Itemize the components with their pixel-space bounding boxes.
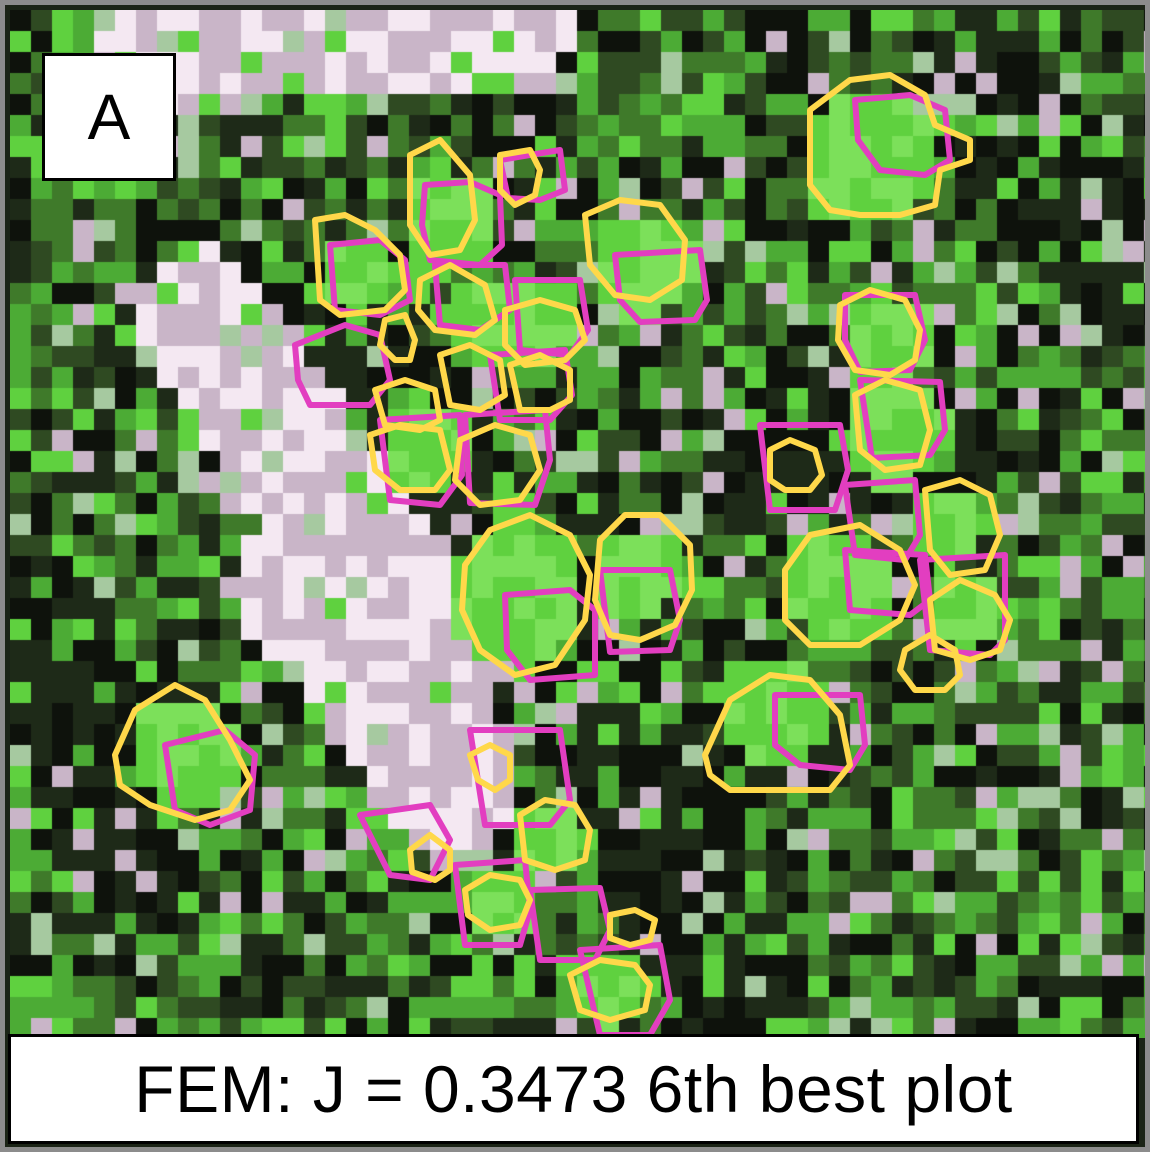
predicted-crown-outline	[607, 907, 658, 948]
reference-crown-outline	[577, 942, 673, 1038]
predicted-crown-outline	[922, 477, 1003, 578]
predicted-crown-outline	[462, 872, 533, 933]
reference-crown-outline	[292, 322, 393, 408]
predicted-crown-outline	[567, 957, 653, 1023]
predicted-crown-outline	[502, 297, 588, 368]
reference-crown-outline	[527, 885, 613, 963]
reference-crown-outline	[842, 292, 928, 375]
predicted-crown-outline	[592, 512, 695, 643]
predicted-crown-outline	[897, 632, 963, 693]
reference-crown-outline	[852, 92, 953, 178]
predicted-crown-outline	[367, 422, 453, 493]
caption-box: FEM: J = 0.3473 6th best plot	[8, 1034, 1139, 1144]
aerial-imagery	[10, 10, 1145, 1038]
panel-label-box: A	[42, 53, 176, 181]
reference-crown-outline	[357, 802, 453, 883]
predicted-crown-outline	[835, 287, 923, 378]
reference-crown-outline	[162, 727, 258, 828]
reference-crown-outline	[757, 422, 851, 513]
predicted-crown-outline	[372, 377, 443, 433]
predicted-crown-outline	[407, 832, 453, 883]
predicted-crown-outline	[582, 197, 688, 303]
reference-crown-outline	[419, 179, 505, 268]
predicted-crown-outline	[112, 682, 253, 823]
predicted-crown-outline	[407, 137, 478, 258]
predicted-crown-outline	[452, 422, 543, 508]
reference-crown-outline	[377, 412, 465, 508]
predicted-crown-outline	[852, 377, 933, 473]
predicted-crown-outline	[415, 262, 498, 338]
predicted-crown-outline	[507, 352, 573, 413]
predicted-crown-outline	[807, 72, 973, 218]
crown-outline-overlay	[112, 72, 1013, 1038]
panel-label: A	[87, 81, 131, 153]
reference-crown-outline	[497, 147, 568, 203]
predicted-crown-outline	[517, 797, 593, 873]
reference-crown-outline	[597, 567, 683, 655]
predicted-crown-outline	[767, 437, 825, 493]
reference-crown-outline	[772, 692, 868, 773]
reference-crown-outline	[452, 857, 533, 948]
reference-crown-outline	[842, 547, 933, 618]
predicted-crown-outline	[377, 312, 418, 363]
predicted-crown-outline	[702, 672, 853, 793]
predicted-crown-outline	[497, 147, 543, 208]
predicted-crown-outline	[459, 512, 593, 678]
predicted-crown-outline	[312, 212, 408, 318]
predicted-crown-outline	[927, 577, 1013, 663]
caption: FEM: J = 0.3473 6th best plot	[134, 1052, 1013, 1126]
predicted-crown-outline	[782, 522, 918, 648]
predicted-crown-outline	[437, 342, 508, 413]
reference-crown-outline	[857, 377, 948, 461]
reference-crown-outline	[467, 727, 573, 828]
predicted-crown-outline	[467, 742, 513, 793]
reference-crown-outline	[842, 477, 923, 563]
reference-crown-outline	[502, 587, 598, 683]
reference-crown-outline	[612, 247, 710, 325]
